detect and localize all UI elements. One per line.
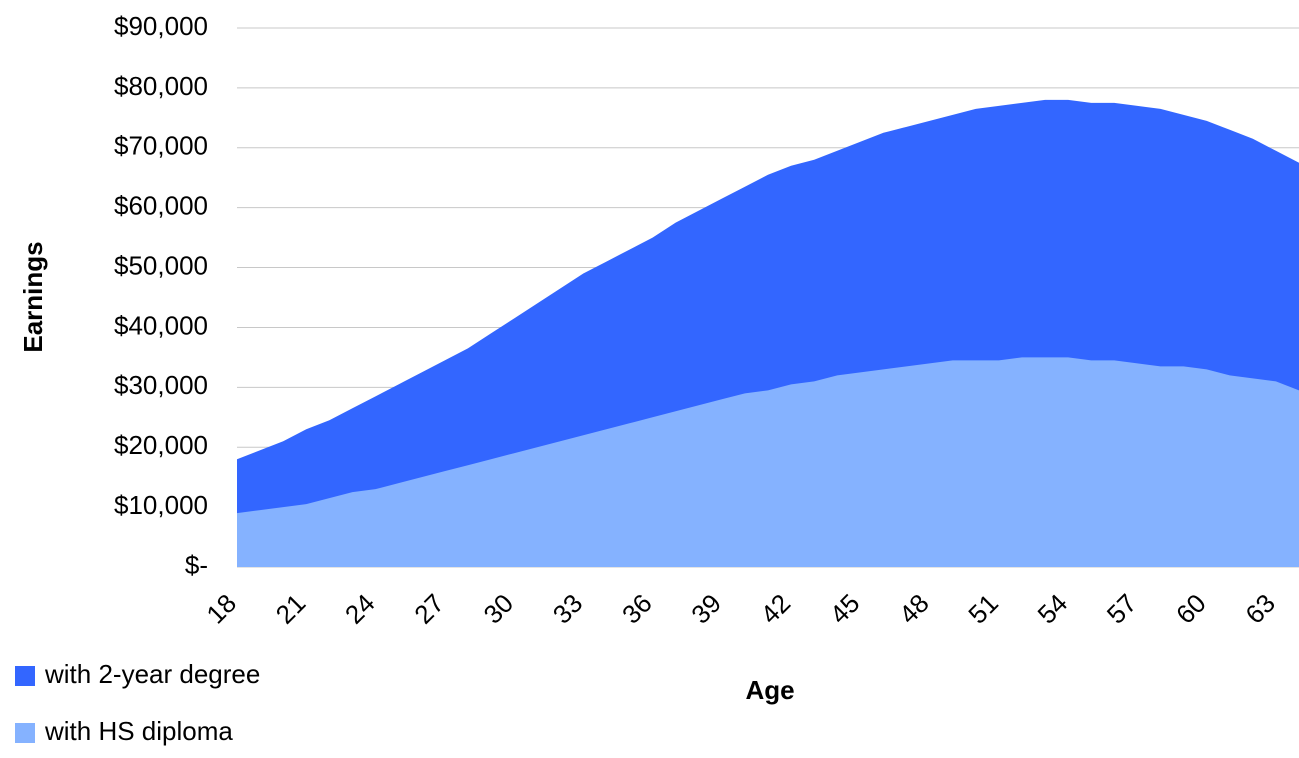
y-tick-label: $50,000 bbox=[114, 250, 208, 280]
x-tick-label: 51 bbox=[962, 588, 1004, 630]
x-axis-title: Age bbox=[745, 675, 794, 705]
y-tick-label: $60,000 bbox=[114, 191, 208, 221]
area bbox=[237, 357, 1299, 567]
x-tick-label: 18 bbox=[200, 588, 242, 630]
y-tick-label: $40,000 bbox=[114, 310, 208, 340]
y-tick-label: $20,000 bbox=[114, 430, 208, 460]
x-tick-label: 57 bbox=[1101, 588, 1143, 630]
y-tick-label: $90,000 bbox=[114, 11, 208, 41]
x-tick-label: 27 bbox=[408, 588, 450, 630]
x-tick-label: 39 bbox=[685, 588, 727, 630]
legend-label: with HS diploma bbox=[44, 716, 233, 746]
y-tick-label: $30,000 bbox=[114, 370, 208, 400]
x-tick-label: 33 bbox=[547, 588, 589, 630]
x-tick-label: 24 bbox=[339, 588, 381, 630]
legend-swatch bbox=[15, 666, 35, 686]
x-tick-label: 54 bbox=[1032, 588, 1074, 630]
x-tick-label: 30 bbox=[477, 588, 519, 630]
y-tick-label: $10,000 bbox=[114, 490, 208, 520]
legend-label: with 2-year degree bbox=[44, 659, 260, 689]
x-tick-label: 63 bbox=[1239, 588, 1281, 630]
legend-swatch bbox=[15, 723, 35, 743]
x-tick-label: 36 bbox=[616, 588, 658, 630]
y-tick-label: $- bbox=[185, 550, 208, 580]
y-tick-label: $70,000 bbox=[114, 131, 208, 161]
y-axis-title: Earnings bbox=[18, 241, 48, 352]
y-tick-label: $80,000 bbox=[114, 71, 208, 101]
x-tick-label: 60 bbox=[1170, 588, 1212, 630]
x-tick-label: 48 bbox=[893, 588, 935, 630]
x-tick-label: 45 bbox=[824, 588, 866, 630]
x-tick-label: 21 bbox=[270, 588, 312, 630]
x-tick-label: 42 bbox=[755, 588, 797, 630]
